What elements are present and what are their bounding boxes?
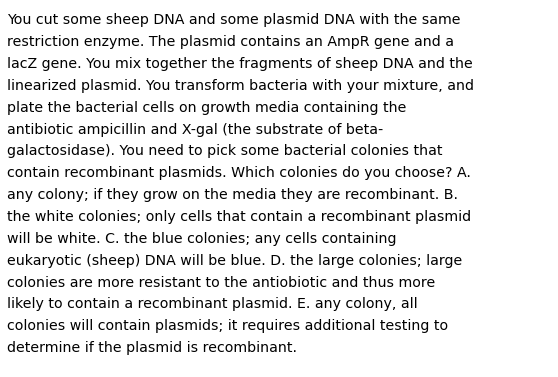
Text: lacZ gene. You mix together the fragments of sheep DNA and the: lacZ gene. You mix together the fragment… (7, 57, 473, 71)
Text: likely to contain a recombinant plasmid. E. any colony, all: likely to contain a recombinant plasmid.… (7, 297, 418, 311)
Text: You cut some sheep DNA and some plasmid DNA with the same: You cut some sheep DNA and some plasmid … (7, 13, 461, 27)
Text: any colony; if they grow on the media they are recombinant. B.: any colony; if they grow on the media th… (7, 188, 458, 202)
Text: determine if the plasmid is recombinant.: determine if the plasmid is recombinant. (7, 341, 297, 355)
Text: contain recombinant plasmids. Which colonies do you choose? A.: contain recombinant plasmids. Which colo… (7, 166, 471, 180)
Text: linearized plasmid. You transform bacteria with your mixture, and: linearized plasmid. You transform bacter… (7, 79, 474, 93)
Text: colonies will contain plasmids; it requires additional testing to: colonies will contain plasmids; it requi… (7, 319, 449, 333)
Text: the white colonies; only cells that contain a recombinant plasmid: the white colonies; only cells that cont… (7, 210, 472, 224)
Text: eukaryotic (sheep) DNA will be blue. D. the large colonies; large: eukaryotic (sheep) DNA will be blue. D. … (7, 254, 463, 268)
Text: colonies are more resistant to the antiobiotic and thus more: colonies are more resistant to the antio… (7, 276, 435, 290)
Text: plate the bacterial cells on growth media containing the: plate the bacterial cells on growth medi… (7, 101, 407, 115)
Text: galactosidase). You need to pick some bacterial colonies that: galactosidase). You need to pick some ba… (7, 144, 442, 158)
Text: will be white. C. the blue colonies; any cells containing: will be white. C. the blue colonies; any… (7, 232, 397, 246)
Text: antibiotic ampicillin and X-gal (the substrate of beta-: antibiotic ampicillin and X-gal (the sub… (7, 123, 383, 136)
Text: restriction enzyme. The plasmid contains an AmpR gene and a: restriction enzyme. The plasmid contains… (7, 35, 454, 49)
